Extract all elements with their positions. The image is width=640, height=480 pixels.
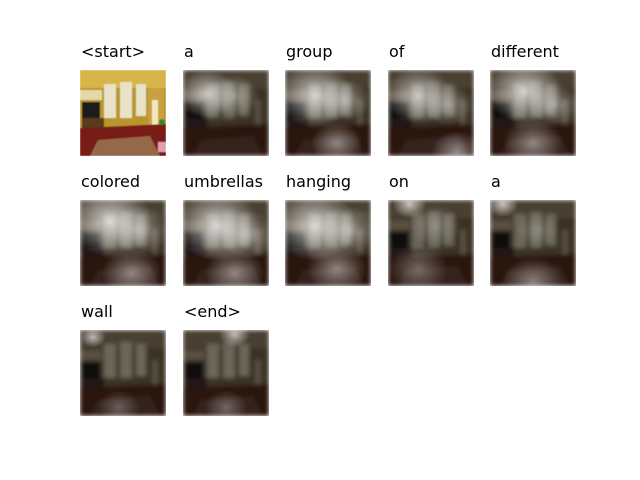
scene-image — [80, 70, 166, 156]
word-label: different — [491, 42, 559, 61]
attention-map-image — [388, 200, 474, 286]
word-label: hanging — [286, 172, 351, 191]
attention-map-image — [80, 330, 166, 416]
attention-map-image — [285, 70, 371, 156]
attention-map-image — [285, 200, 371, 286]
word-label: wall — [81, 302, 113, 321]
word-label: colored — [81, 172, 141, 191]
attention-map-image — [490, 70, 576, 156]
attention-map-image — [490, 200, 576, 286]
word-label: <end> — [184, 302, 241, 321]
word-label: a — [184, 42, 194, 61]
word-label: of — [389, 42, 405, 61]
attention-map-image — [183, 70, 269, 156]
word-label: on — [389, 172, 409, 191]
word-label: <start> — [81, 42, 146, 61]
attention-map-image — [183, 200, 269, 286]
attention-map-image — [388, 70, 474, 156]
attention-map-image — [80, 200, 166, 286]
word-label: umbrellas — [184, 172, 263, 191]
word-label: a — [491, 172, 501, 191]
attention-map-image — [183, 330, 269, 416]
word-label: group — [286, 42, 333, 61]
